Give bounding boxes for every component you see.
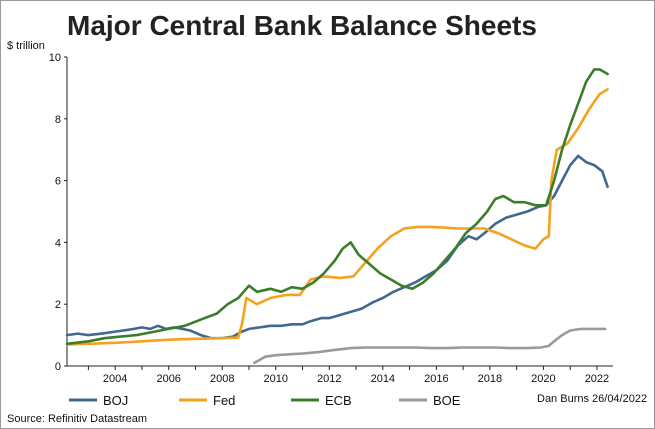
y-tick-label: 6 [55,176,61,188]
y-axis-label: $ trillion [7,40,45,52]
y-tick-label: 4 [55,237,61,249]
series-line-fed [65,88,609,346]
y-tick-label: 8 [55,114,61,126]
legend-label-boe: BOE [433,393,461,408]
credit-text: Dan Burns 26/04/2022 [537,393,647,405]
legend: BOJ Fed ECB BOE [69,393,461,408]
legend-label-boj: BOJ [103,393,128,408]
y-tick-label: 2 [55,299,61,311]
x-tick-label: 2010 [264,373,288,385]
legend-label-ecb: ECB [325,393,352,408]
source-text: Source: Refinitiv Datastream [7,413,147,425]
x-tick-label: 2006 [156,373,180,385]
x-tick-label: 2020 [531,373,555,385]
x-tick-label: 2016 [424,373,448,385]
series-lines [65,68,609,365]
axes [66,57,613,367]
y-tick-label: 0 [55,361,61,373]
x-tick-label: 2022 [585,373,609,385]
x-tick-label: 2012 [317,373,341,385]
legend-label-fed: Fed [213,393,235,408]
x-tick-label: 2008 [210,373,234,385]
chart-title: Major Central Bank Balance Sheets [67,10,537,41]
y-tick-labels: 0 2 4 6 8 10 [49,52,67,373]
x-tick-label: 2018 [478,373,502,385]
series-line-boj [65,154,609,340]
series-line-boe [253,327,607,365]
x-tick-label: 2014 [371,373,395,385]
series-line-ecb [65,68,609,346]
x-tick-label: 2004 [103,373,127,385]
y-tick-label: 10 [49,52,61,64]
x-tick-labels: 2004 2006 2008 2010 2012 2014 2016 2018 2020 2022 [87,366,609,385]
